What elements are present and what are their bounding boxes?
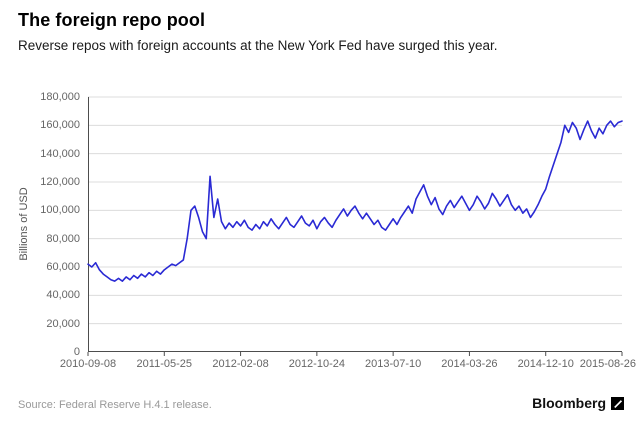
x-tick-label: 2013-07-10: [365, 358, 422, 370]
x-tick-label: 2015-08-26: [579, 358, 636, 370]
x-tick-label: 2012-02-08: [212, 358, 269, 370]
chart-subtitle: Reverse repos with foreign accounts at t…: [18, 38, 498, 53]
y-tick-label: 140,000: [40, 147, 80, 160]
repo-pool-series-line: [87, 120, 623, 282]
x-tick-label: 2011-05-25: [136, 358, 192, 370]
y-tick-label: 180,000: [40, 91, 80, 103]
y-tick-label: 160,000: [40, 119, 80, 132]
x-tick-label: 2014-12-10: [517, 358, 574, 370]
y-tick-label: 20,000: [46, 317, 80, 330]
source-note: Source: Federal Reserve H.4.1 release.: [18, 399, 212, 411]
bloomberg-logo: Bloomberg: [532, 395, 624, 411]
bloomberg-square-mark-icon: [611, 396, 624, 410]
page-title: The foreign repo pool: [18, 10, 206, 30]
y-tick-label: 40,000: [46, 289, 80, 302]
plot-svg: [87, 96, 623, 356]
x-tick-label: 2014-03-26: [441, 358, 498, 370]
y-axis-title: Billions of USD: [18, 187, 30, 261]
y-tick-label: 100,000: [40, 204, 80, 217]
x-tick-label: 2012-10-24: [288, 358, 345, 370]
y-tick-label: 80,000: [46, 232, 80, 245]
y-tick-label: 0: [73, 346, 80, 358]
x-tick-label: 2010-09-08: [59, 358, 117, 370]
y-tick-label: 60,000: [46, 261, 80, 273]
y-tick-label: 120,000: [40, 176, 80, 188]
bloomberg-wordmark: Bloomberg: [532, 395, 606, 411]
